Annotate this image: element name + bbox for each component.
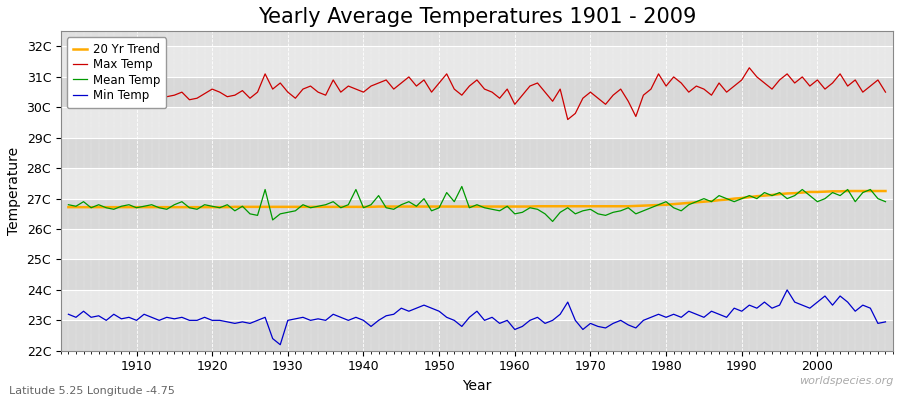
Max Temp xyxy=(290,96,301,101)
20 Yr Trend xyxy=(842,189,853,194)
Bar xyxy=(61,46,893,77)
20 Yr Trend xyxy=(123,205,134,210)
Mean Temp xyxy=(509,212,520,216)
20 Yr Trend xyxy=(63,205,74,210)
20 Yr Trend xyxy=(880,189,891,194)
Max Temp xyxy=(608,93,618,98)
Min Temp xyxy=(123,315,134,320)
20 Yr Trend xyxy=(336,204,346,209)
Line: Max Temp: Max Temp xyxy=(68,68,886,120)
Min Temp xyxy=(298,315,309,320)
Bar xyxy=(61,320,893,351)
Line: Min Temp: Min Temp xyxy=(68,290,886,345)
X-axis label: Year: Year xyxy=(463,379,491,393)
Min Temp xyxy=(274,342,285,347)
Line: Mean Temp: Mean Temp xyxy=(68,186,886,222)
Y-axis label: Temperature: Temperature xyxy=(7,147,21,235)
Bar xyxy=(61,138,893,168)
Mean Temp xyxy=(456,184,467,189)
Max Temp xyxy=(562,117,573,122)
Line: 20 Yr Trend: 20 Yr Trend xyxy=(68,191,886,207)
Bar xyxy=(61,260,893,290)
Max Temp xyxy=(123,93,134,98)
Max Temp xyxy=(63,96,74,101)
Max Temp xyxy=(502,87,513,92)
Min Temp xyxy=(782,288,793,292)
Max Temp xyxy=(744,65,755,70)
Mean Temp xyxy=(123,202,134,207)
Text: Latitude 5.25 Longitude -4.75: Latitude 5.25 Longitude -4.75 xyxy=(9,386,175,396)
Min Temp xyxy=(608,321,618,326)
Mean Temp xyxy=(517,210,527,215)
Mean Temp xyxy=(547,219,558,224)
Min Temp xyxy=(880,320,891,324)
Mean Temp xyxy=(63,202,74,207)
Max Temp xyxy=(509,102,520,107)
20 Yr Trend xyxy=(509,204,520,209)
Bar xyxy=(61,290,893,320)
Max Temp xyxy=(336,90,346,94)
Bar xyxy=(61,229,893,260)
Legend: 20 Yr Trend, Max Temp, Mean Temp, Min Temp: 20 Yr Trend, Max Temp, Mean Temp, Min Te… xyxy=(67,37,166,108)
Min Temp xyxy=(63,312,74,317)
Max Temp xyxy=(880,90,891,94)
Title: Yearly Average Temperatures 1901 - 2009: Yearly Average Temperatures 1901 - 2009 xyxy=(257,7,696,27)
Mean Temp xyxy=(616,208,626,213)
Bar xyxy=(61,77,893,107)
20 Yr Trend xyxy=(600,204,611,209)
20 Yr Trend xyxy=(502,204,513,209)
Mean Temp xyxy=(336,205,346,210)
Bar xyxy=(61,199,893,229)
Min Temp xyxy=(509,327,520,332)
Min Temp xyxy=(517,324,527,329)
Min Temp xyxy=(343,318,354,323)
Bar xyxy=(61,168,893,199)
Bar xyxy=(61,107,893,138)
20 Yr Trend xyxy=(290,204,301,209)
Mean Temp xyxy=(290,208,301,213)
Text: worldspecies.org: worldspecies.org xyxy=(798,376,893,386)
Mean Temp xyxy=(880,199,891,204)
